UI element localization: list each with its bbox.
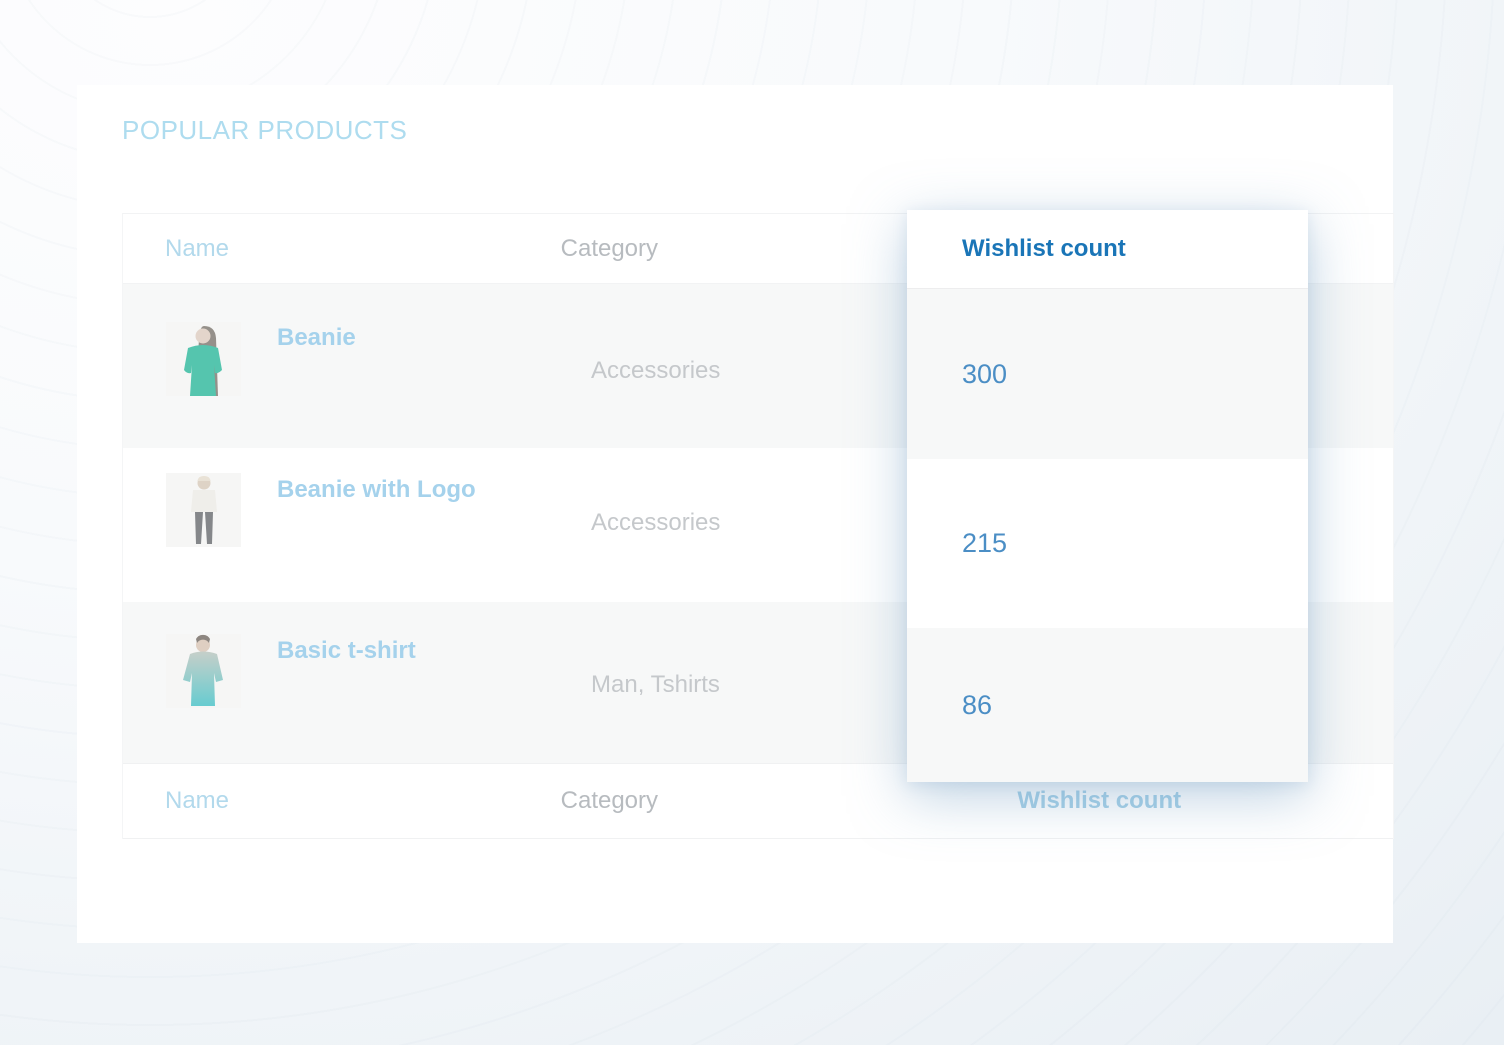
product-name-link[interactable]: Basic t-shirt xyxy=(277,637,416,664)
product-category: Accessories xyxy=(591,509,721,536)
card-title: POPULAR PRODUCTS xyxy=(122,115,408,145)
beanie-with-logo-product-image xyxy=(166,473,241,547)
column-footer-wishlist: Wishlist count xyxy=(1017,787,1182,814)
table-row: Beanie with Logo Accessories xyxy=(123,448,1393,602)
beanie-with-logo-product-photo[interactable] xyxy=(166,473,241,547)
column-footer-category: Category xyxy=(560,787,659,814)
wishlist-count-value: 215 xyxy=(907,459,1308,628)
column-header-name: Name xyxy=(165,234,230,262)
wishlist-count-highlight-panel: Wishlist count 300 215 86 xyxy=(907,210,1308,782)
product-name-link[interactable]: Beanie xyxy=(277,324,356,351)
column-header-category: Category xyxy=(560,234,659,262)
product-category: Accessories xyxy=(591,357,721,384)
product-name-link[interactable]: Beanie with Logo xyxy=(277,476,476,503)
table-header-row: Name Category xyxy=(123,214,1393,284)
beanie-product-image xyxy=(166,322,241,396)
wishlist-count-value: 86 xyxy=(907,628,1308,782)
beanie-product-photo[interactable] xyxy=(166,322,241,396)
product-category: Man, Tshirts xyxy=(591,671,720,698)
wishlist-panel-title: Wishlist count xyxy=(962,235,1126,262)
wishlist-count-value: 300 xyxy=(907,289,1308,459)
wishlist-panel-header: Wishlist count xyxy=(907,210,1308,289)
column-footer-name: Name xyxy=(165,787,230,814)
basic-tshirt-product-photo[interactable] xyxy=(166,634,241,708)
table-footer-row: Name Category Wishlist count xyxy=(123,763,1393,839)
basic-tshirt-product-image xyxy=(166,634,241,708)
